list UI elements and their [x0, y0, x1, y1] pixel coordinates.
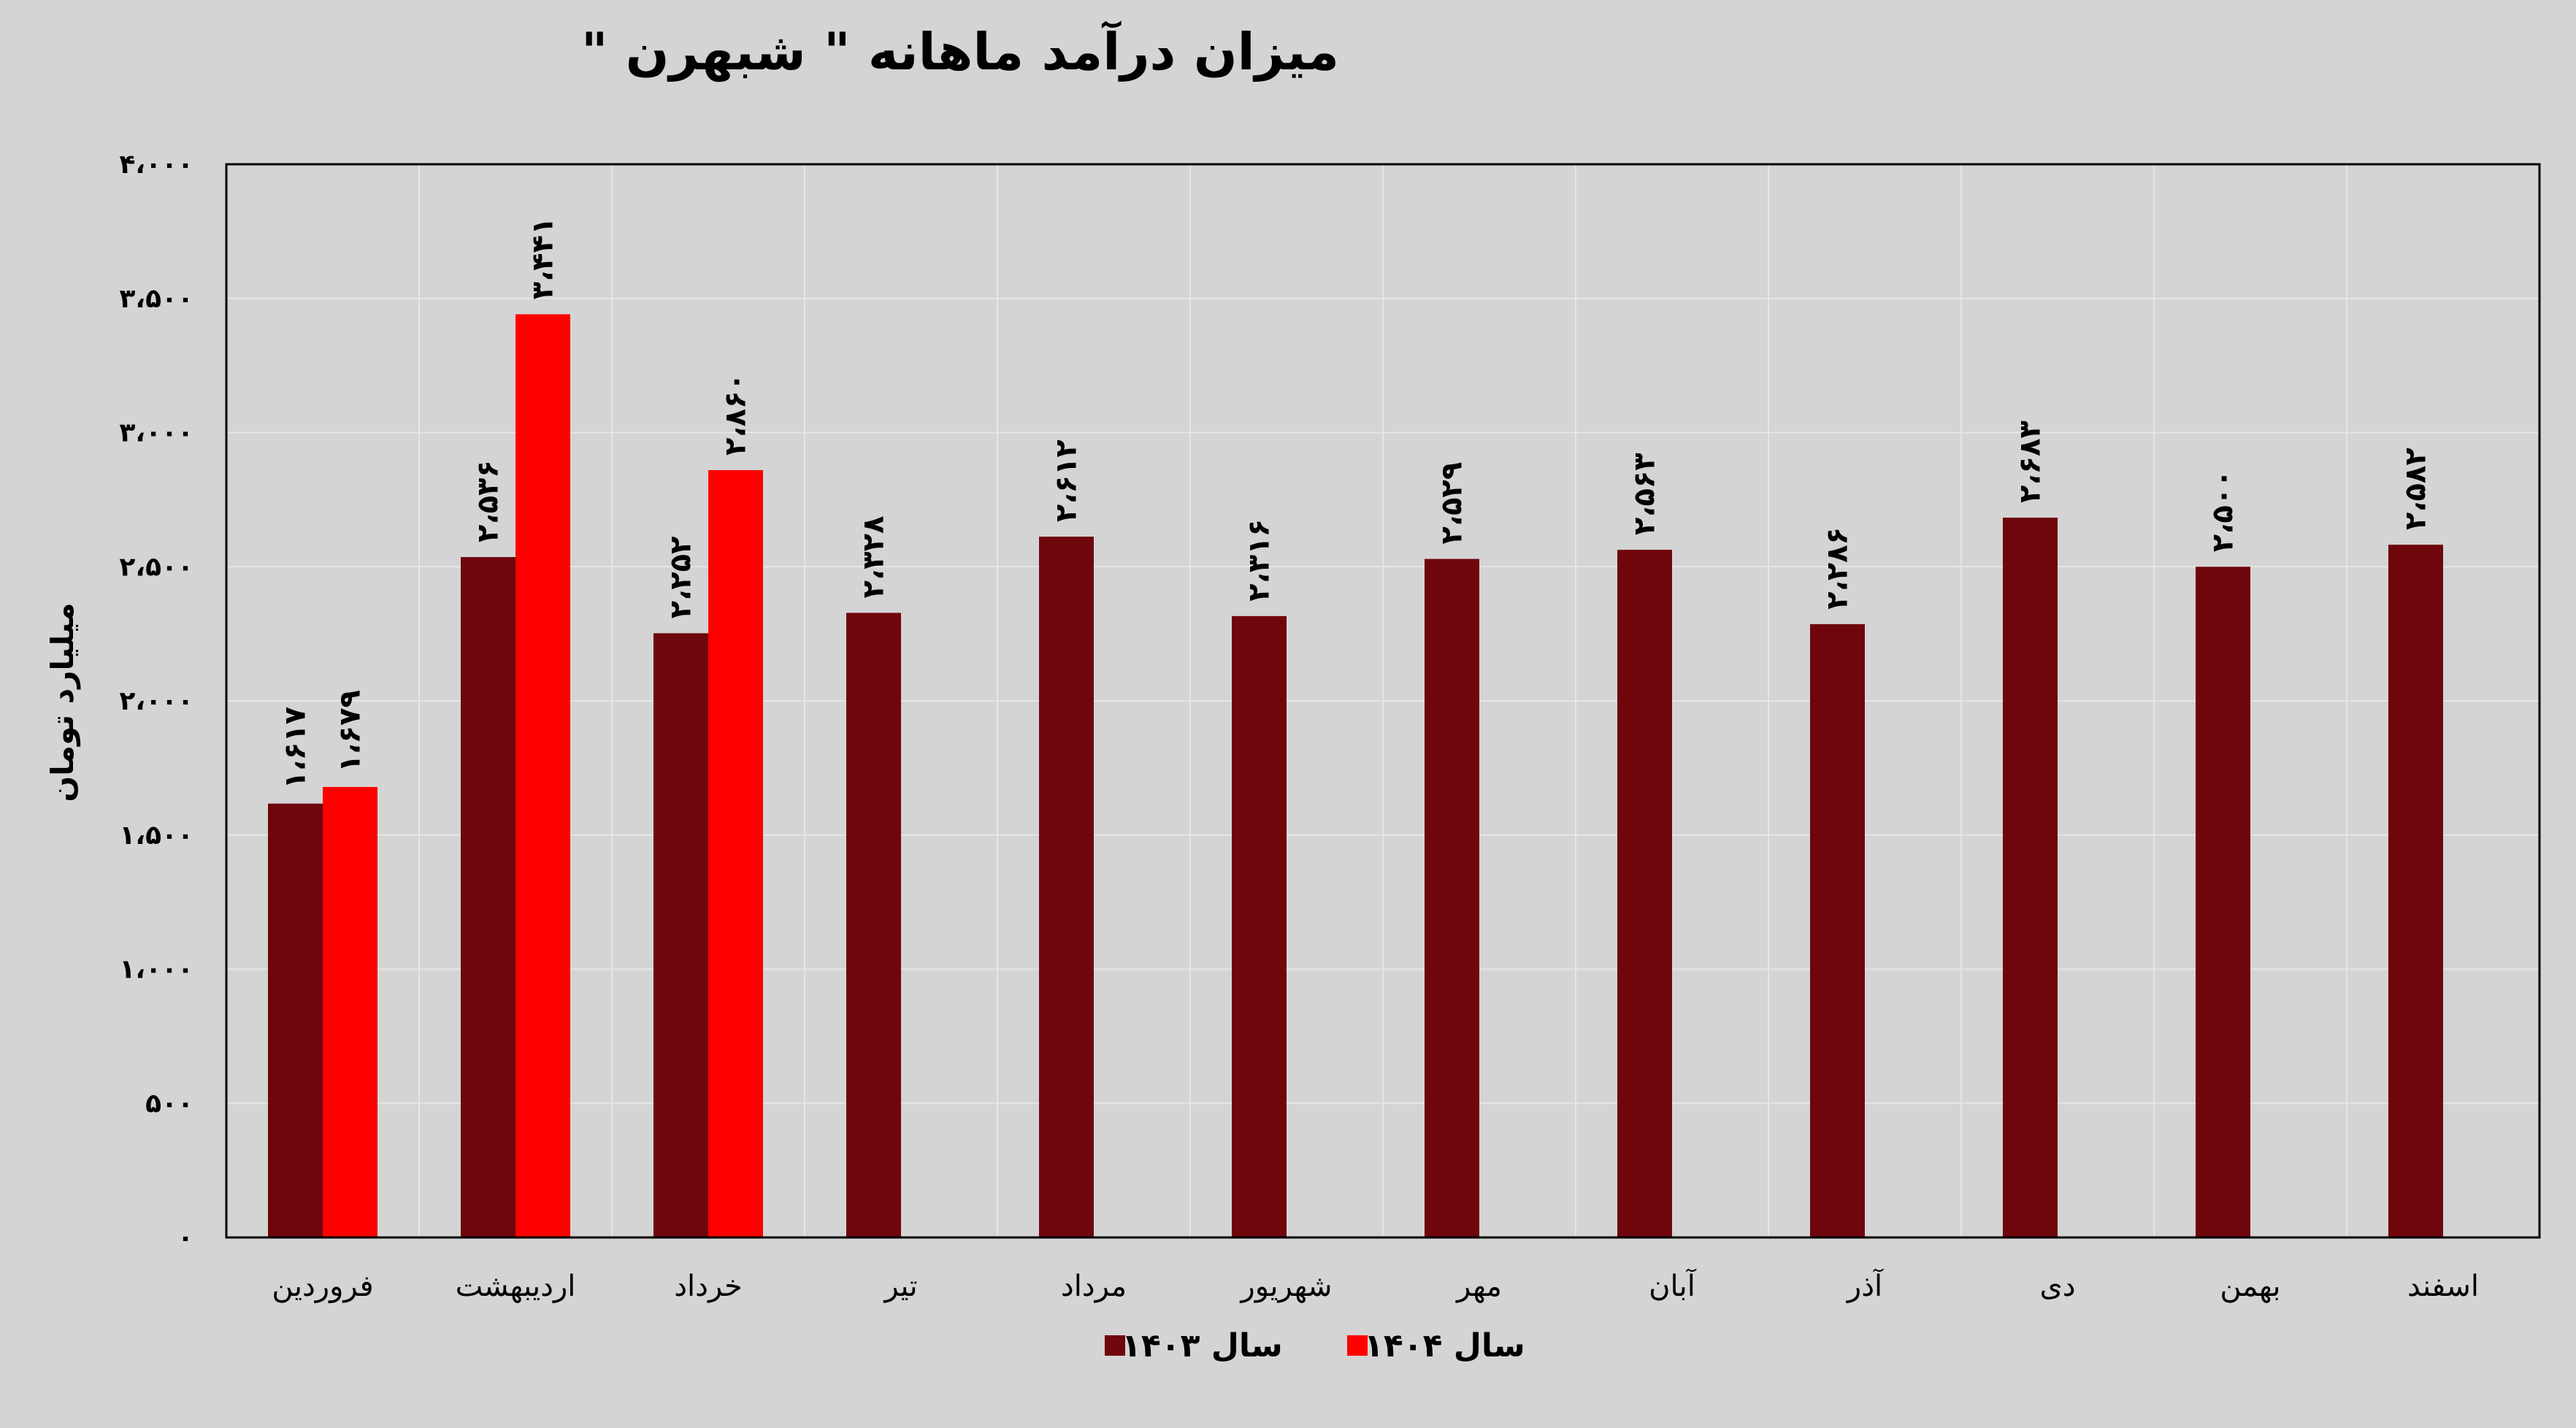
y-axis-ticks: ۰ ۵۰۰ ۱،۰۰۰ ۱،۵۰۰ ۲،۰۰۰ ۲،۵۰۰ ۳،۰۰۰ ۳،۵۰۰ ۴،۰۰۰ — [119, 150, 193, 1253]
x-tick-label: فروردین — [272, 1270, 373, 1303]
chart-title: میزان درآمد ماهانه " شبهرن " — [581, 20, 1339, 82]
bar — [1425, 558, 1479, 1237]
legend-swatch — [1105, 1335, 1125, 1356]
x-tick-label: خرداد — [674, 1270, 743, 1303]
data-label: ۲،۲۸۶ — [1821, 527, 1855, 610]
data-label: ۲،۵۳۶ — [472, 460, 505, 542]
data-label: ۲،۵۸۲ — [2399, 448, 2433, 530]
data-label: ۲،۳۲۸ — [857, 516, 891, 599]
legend: سال ۱۴۰۴ سال ۱۴۰۳ — [1105, 1327, 1525, 1364]
data-label: ۲،۲۵۲ — [664, 537, 698, 619]
y-axis-label: میلیارد تومان — [45, 602, 81, 802]
bar — [268, 803, 323, 1237]
y-tick-label: ۴،۰۰۰ — [119, 150, 193, 180]
bar — [653, 633, 708, 1237]
y-tick-label: ۱،۵۰۰ — [119, 821, 193, 851]
x-tick-label: مهر — [1455, 1270, 1502, 1303]
bar — [323, 786, 377, 1237]
bars — [268, 314, 2443, 1238]
y-tick-label: ۲،۵۰۰ — [119, 552, 193, 582]
y-tick-label: ۵۰۰ — [145, 1089, 193, 1118]
bar — [2196, 567, 2250, 1237]
data-label: ۱،۶۷۹ — [334, 690, 367, 772]
x-tick-label: آذر — [1846, 1268, 1884, 1303]
x-tick-label: تیر — [883, 1270, 917, 1303]
plot-area-frame — [225, 163, 2541, 1239]
x-axis-ticks: فروردین اردیبهشت خرداد تیر مرداد شهریور مهر آبا… — [272, 1268, 2479, 1303]
legend-swatch — [1347, 1335, 1368, 1356]
x-tick-label: آبان — [1649, 1268, 1697, 1303]
legend-label: سال ۱۴۰۳ — [1122, 1327, 1283, 1364]
data-label: ۳،۴۴۱ — [526, 218, 560, 300]
x-tick-label: مرداد — [1061, 1270, 1127, 1303]
data-label: ۲،۵۰۰ — [2207, 469, 2240, 552]
legend-label: سال ۱۴۰۴ — [1364, 1327, 1525, 1364]
y-tick-label: ۳،۵۰۰ — [119, 284, 193, 314]
bar — [1039, 537, 1094, 1237]
x-tick-label: شهریور — [1239, 1270, 1332, 1303]
x-tick-label: بهمن — [2220, 1270, 2280, 1303]
bar — [2388, 545, 2443, 1237]
x-tick-label: دی — [2039, 1270, 2075, 1303]
y-tick-label: ۱،۰۰۰ — [119, 955, 193, 985]
x-tick-label: اسفند — [2407, 1270, 2479, 1303]
bar — [2003, 517, 2058, 1237]
x-tick-label: اردیبهشت — [456, 1270, 576, 1303]
data-label: ۲،۶۱۲ — [1050, 439, 1084, 522]
bar — [461, 557, 515, 1237]
bar — [1810, 623, 1865, 1237]
gridlines — [226, 164, 2539, 1238]
data-label: ۲،۸۶۰ — [719, 373, 753, 456]
data-label: ۲،۵۲۹ — [1435, 462, 1469, 545]
y-tick-label: ۰ — [177, 1223, 193, 1253]
y-tick-label: ۳،۰۰۰ — [119, 418, 193, 448]
data-label: ۲،۵۶۳ — [1628, 453, 1662, 535]
y-tick-label: ۲،۰۰۰ — [119, 686, 193, 716]
data-label: ۲،۳۱۶ — [1243, 519, 1276, 602]
bar — [708, 469, 763, 1238]
data-label: ۱،۶۱۷ — [279, 707, 313, 789]
data-labels: ۱،۶۱۷ ۱،۶۷۹ ۲،۵۳۶ ۳،۴۴۱ ۲،۲۵۲ ۲،۸۶۰ ۲،۳۲۸ ۲،۶۱۲… — [279, 218, 2433, 789]
data-label: ۲،۶۸۳ — [2014, 421, 2047, 503]
bar — [846, 613, 901, 1237]
bar — [515, 314, 570, 1237]
bar — [1232, 615, 1287, 1237]
bar — [1617, 550, 1672, 1237]
